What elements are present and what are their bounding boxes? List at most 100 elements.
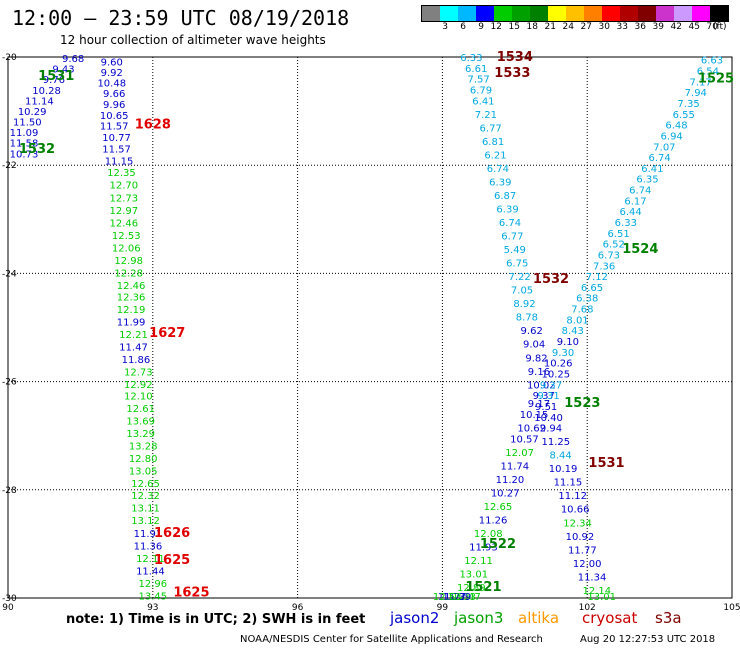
wave-height-value: 7.22 — [508, 272, 530, 283]
wave-height-value: 13.45 — [138, 591, 167, 602]
wave-height-value: 12.97 — [110, 206, 139, 217]
wave-height-value: 6.52 — [603, 240, 625, 251]
wave-height-value: 6.44 — [620, 207, 642, 218]
wave-height-value: 6.41 — [641, 164, 663, 175]
color-scale-tick: 39 — [652, 22, 664, 32]
wave-height-value: 7.21 — [475, 110, 497, 121]
wave-height-value: 9.43 — [52, 64, 74, 75]
wave-height-value: 12.47 — [452, 592, 481, 603]
wave-height-value: 10.15 — [520, 410, 549, 421]
wave-height-value: 6.17 — [624, 196, 646, 207]
wave-height-value: 9.04 — [523, 340, 545, 351]
color-swatch — [548, 6, 566, 21]
wave-height-value: 12.21 — [119, 330, 148, 341]
wave-height-value: 6.75 — [506, 259, 528, 270]
wave-height-value: 11.44 — [136, 566, 165, 577]
color-scale-tick: 9 — [478, 22, 484, 32]
color-swatch — [620, 6, 638, 21]
wave-height-value: 6.79 — [470, 85, 492, 96]
wave-height-value: 9.10 — [557, 337, 579, 348]
wave-height-value: 6.48 — [665, 121, 687, 132]
color-swatch — [494, 6, 512, 21]
wave-height-value: 6.35 — [636, 175, 658, 186]
wave-height-value: 5.49 — [504, 245, 526, 256]
wave-height-value: 7.05 — [511, 286, 533, 297]
wave-height-value: 11.36 — [134, 542, 163, 553]
wave-height-value: 9.96 — [103, 100, 125, 111]
pass-time-label: 1521 — [465, 580, 501, 595]
color-scale-bar — [421, 5, 729, 22]
footer-note: note: 1) Time is in UTC; 2) SWH is in fe… — [66, 612, 366, 627]
wave-height-value: 11.12 — [558, 491, 587, 502]
wave-height-value: 9.92 — [101, 68, 123, 79]
wave-height-value: 7.17 — [689, 77, 711, 88]
color-swatch — [440, 6, 458, 21]
wave-height-value: 11.57 — [100, 122, 129, 133]
wave-height-value: 8.01 — [566, 315, 588, 326]
wave-height-value: 10.66 — [561, 505, 590, 516]
wave-height-value: 10.48 — [97, 78, 126, 89]
wave-height-value: 6.73 — [598, 250, 620, 261]
x-tick-label: 90 — [2, 603, 14, 613]
color-scale-tick: 27 — [580, 22, 592, 32]
wave-height-value: 6.77 — [480, 123, 502, 134]
wave-height-value: 12.53 — [112, 231, 141, 242]
wave-height-value: 10.65 — [100, 111, 129, 122]
color-swatch — [692, 6, 710, 21]
wave-height-value: 13.28 — [129, 441, 158, 452]
wave-height-value: 12.46 — [110, 219, 139, 230]
wave-height-value: 6.33 — [615, 218, 637, 229]
wave-height-value: 11.77 — [568, 545, 597, 556]
wave-height-value: 12.53 — [433, 592, 462, 603]
wave-height-value: 6.51 — [607, 229, 629, 240]
wave-height-value: 13.29 — [126, 429, 155, 440]
wave-height-value: 12.08 — [474, 529, 503, 540]
wave-height-value: 6.38 — [576, 294, 598, 305]
color-swatch — [458, 6, 476, 21]
wave-height-value: 11.99 — [117, 318, 146, 329]
wave-height-value: 9.62 — [521, 326, 543, 337]
wave-height-value: 12.92 — [124, 380, 153, 391]
pass-time-label: 1626 — [154, 526, 190, 541]
x-tick-label: 96 — [292, 603, 304, 613]
wave-height-value: 12.80 — [129, 454, 158, 465]
color-scale-tick: 6 — [460, 22, 466, 32]
pass-time-label: 1534 — [497, 50, 533, 65]
wave-height-value: 12.35 — [107, 168, 136, 179]
y-tick-label: -30 — [2, 594, 17, 604]
wave-height-value: 6.74 — [648, 153, 670, 164]
pass-time-label: 1522 — [480, 537, 516, 552]
wave-height-value: 11.20 — [496, 475, 525, 486]
wave-height-value: 10.40 — [534, 413, 563, 424]
wave-height-value: 13.05 — [129, 466, 158, 477]
wave-height-value: 11.74 — [500, 461, 529, 472]
wave-height-value: 6.74 — [629, 186, 651, 197]
wave-height-value: 9.31 — [537, 391, 559, 402]
wave-height-value: 9.37 — [533, 391, 555, 402]
color-swatch — [512, 6, 530, 21]
wave-height-value: 10.77 — [102, 133, 131, 144]
satellite-altika: altika — [518, 609, 560, 627]
color-swatch — [710, 6, 728, 21]
wave-height-value: 9.16 — [528, 367, 550, 378]
wave-height-value: 10.92 — [566, 532, 595, 543]
wave-height-value: 10.02 — [527, 380, 556, 391]
wave-height-value: 13.01 — [459, 570, 488, 581]
color-scale-tick: 36 — [634, 22, 646, 32]
wave-height-value: 9.37 — [540, 380, 562, 391]
wave-height-value: 12.73 — [124, 367, 153, 378]
wave-height-value: 6.94 — [661, 131, 683, 142]
wave-height-value: 12.65 — [131, 479, 160, 490]
pass-time-label: 1532 — [19, 142, 55, 157]
wave-height-value: 7.36 — [593, 261, 615, 272]
pass-time-label: 1524 — [622, 242, 658, 257]
wave-height-value: 10.28 — [32, 86, 61, 97]
color-swatch — [638, 6, 656, 21]
wave-height-value: 8.92 — [513, 299, 535, 310]
satellite-cryosat: cryosat — [582, 609, 638, 627]
wave-height-value: 10.27 — [491, 489, 520, 500]
wave-height-value: 7.94 — [685, 88, 707, 99]
pass-time-label: 1627 — [149, 326, 185, 341]
wave-height-value: 11.34 — [578, 572, 607, 583]
wave-height-value: 11.39 — [443, 592, 472, 603]
